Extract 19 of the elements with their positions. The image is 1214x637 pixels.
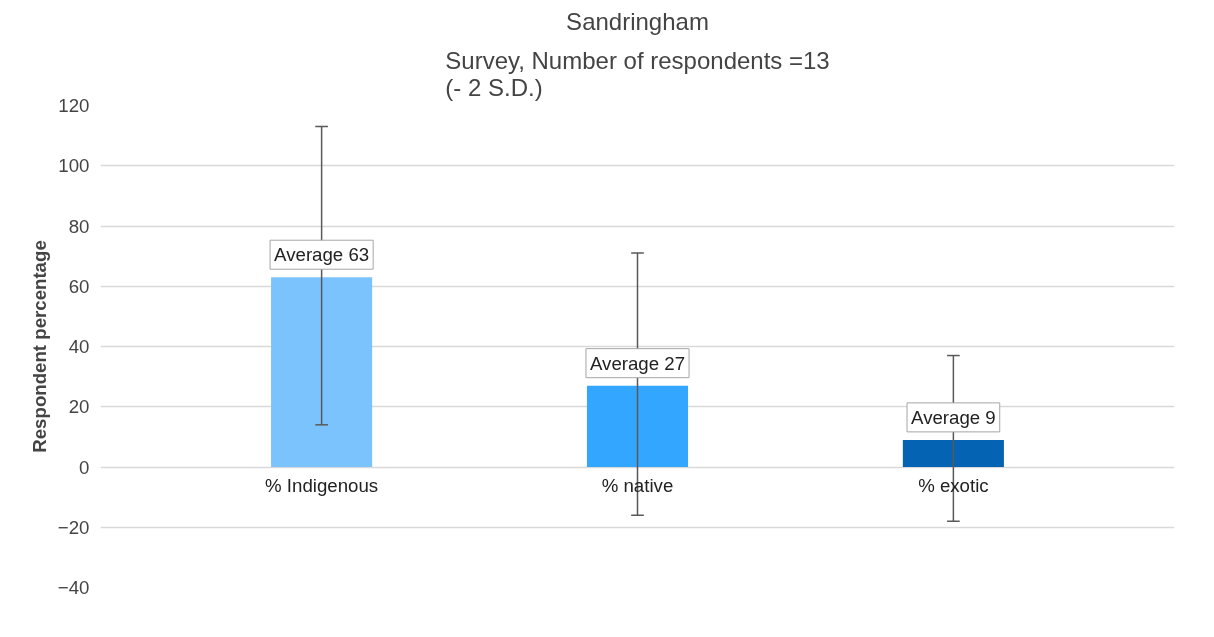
y-tick-label: −20 — [57, 516, 90, 538]
y-tick-label: 20 — [68, 396, 90, 418]
y-axis-title: Respondent percentage — [28, 240, 50, 453]
chart-title: Sandringham — [566, 7, 709, 35]
bar — [586, 385, 689, 467]
data-label: Average 27 — [589, 352, 686, 374]
y-tick-label: 40 — [68, 336, 90, 357]
data-label: Average 9 — [911, 406, 996, 428]
y-tick-label: 0 — [79, 456, 90, 478]
data-label: Average 63 — [274, 244, 370, 266]
y-tick-label: 120 — [58, 95, 90, 116]
y-tick-label: −40 — [57, 577, 90, 598]
y-tick-label: 100 — [58, 155, 90, 177]
x-tick-label: % Indigenous — [265, 475, 379, 496]
chart-subtitle: Survey, Number of respondents =13 (- 2 S.D.) — [445, 46, 830, 101]
bar — [271, 277, 373, 467]
y-tick-label: 80 — [68, 215, 90, 237]
y-tick-label: 60 — [68, 275, 90, 297]
bar — [902, 439, 1004, 467]
